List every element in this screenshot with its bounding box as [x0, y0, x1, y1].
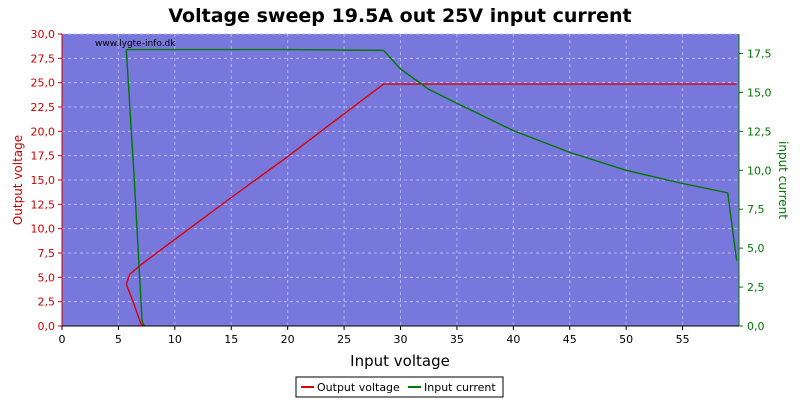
- axes-group: 0 5 10 15 20 25 30 35 40 45 50 55 0,0 2,5 5,0 7,5 10,0 12…: [31, 28, 772, 346]
- y-right-tick-label-1: 2,5: [747, 281, 765, 294]
- series-group: [125, 48, 738, 327]
- y-left-tick-label-11: 27,5: [31, 52, 56, 65]
- legend-label-input-current: Input current: [424, 381, 496, 394]
- y-left-tick-label-2: 5,0: [38, 271, 56, 284]
- y-left-tick-label-10: 25,0: [31, 77, 56, 90]
- x-tick-label-11: 55: [676, 333, 690, 346]
- y-right-tick-label-7: 17,5: [747, 47, 772, 60]
- y-right-tick-label-6: 15,0: [747, 86, 772, 99]
- y-left-tick-label-3: 7,5: [38, 247, 56, 260]
- y-left-tick-label-5: 12,5: [31, 198, 56, 211]
- y-right-tick-label-0: 0,0: [747, 320, 765, 333]
- legend: Output voltage Input current: [295, 376, 504, 398]
- y-right-tick-label-3: 7,5: [747, 203, 765, 216]
- x-tick-label-7: 35: [450, 333, 464, 346]
- x-tick-label-10: 50: [619, 333, 633, 346]
- y-left-tick-label-9: 22,5: [31, 101, 56, 114]
- y-left-tick-label-12: 30,0: [31, 28, 56, 41]
- legend-box: [295, 376, 504, 398]
- legend-label-output-voltage: Output voltage: [317, 381, 400, 394]
- x-tick-label-5: 25: [337, 333, 351, 346]
- series-line-output-voltage-drop--3: [125, 283, 145, 327]
- y-left-tick-label-8: 20,0: [31, 125, 56, 138]
- y-axis-right-title: input current: [776, 141, 790, 219]
- x-tick-label-1: 5: [115, 333, 122, 346]
- x-tick-label-6: 30: [394, 333, 408, 346]
- y-left-tick-label-1: 2,5: [38, 296, 56, 309]
- series-line-input-current-drop--2: [125, 49, 146, 327]
- y-left-tick-label-0: 0,0: [38, 320, 56, 333]
- x-tick-label-3: 15: [224, 333, 238, 346]
- y-axis-left-title: Output voltage: [11, 135, 25, 225]
- y-right-tick-label-5: 12,5: [747, 125, 772, 138]
- y-right-tick-label-2: 5,0: [747, 242, 765, 255]
- y-right-tick-label-4: 10,0: [747, 164, 772, 177]
- series-line-input-current-1: [126, 48, 738, 261]
- x-tick-label-2: 10: [168, 333, 182, 346]
- watermark: www.lygte-info.dk: [95, 39, 176, 49]
- y-left-tick-label-7: 17,5: [31, 150, 56, 163]
- chart-title: Voltage sweep 19.5A out 25V input curren…: [168, 5, 631, 27]
- x-tick-label-9: 45: [563, 333, 577, 346]
- y-left-tick-label-4: 10,0: [31, 223, 56, 236]
- x-tick-label-4: 20: [281, 333, 295, 346]
- x-tick-label-0: 0: [59, 333, 66, 346]
- x-axis-title: Input voltage: [350, 352, 450, 370]
- x-tick-label-8: 40: [506, 333, 520, 346]
- y-left-tick-label-6: 15,0: [31, 174, 56, 187]
